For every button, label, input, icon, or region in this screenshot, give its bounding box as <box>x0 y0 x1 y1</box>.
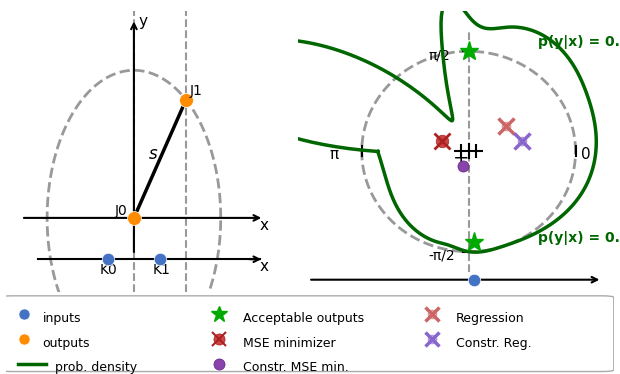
Text: Constr. Reg.: Constr. Reg. <box>456 337 531 350</box>
Text: +: + <box>453 149 469 168</box>
Text: outputs: outputs <box>43 337 90 350</box>
Text: -π/2: -π/2 <box>428 249 454 263</box>
Text: s: s <box>149 145 157 163</box>
Text: K0: K0 <box>99 263 117 277</box>
Text: prob. density: prob. density <box>55 361 137 374</box>
Text: x: x <box>260 259 269 274</box>
Text: 0: 0 <box>581 147 590 162</box>
Text: inputs: inputs <box>43 312 81 325</box>
Text: p(y|x) = 0.67: p(y|x) = 0.67 <box>538 35 620 49</box>
Text: Acceptable outputs: Acceptable outputs <box>243 312 365 325</box>
Text: Regression: Regression <box>456 312 525 325</box>
Text: K1: K1 <box>153 263 171 277</box>
Text: π/2: π/2 <box>428 48 450 62</box>
Text: x: x <box>260 218 269 233</box>
Text: Constr. MSE min.: Constr. MSE min. <box>243 361 349 374</box>
Text: y: y <box>138 14 148 29</box>
Text: p(y|x) = 0.33: p(y|x) = 0.33 <box>538 231 620 245</box>
Text: J0: J0 <box>115 204 128 218</box>
Text: J1: J1 <box>190 85 202 98</box>
FancyBboxPatch shape <box>0 296 614 371</box>
Text: MSE minimizer: MSE minimizer <box>243 337 336 350</box>
Text: π: π <box>330 147 339 162</box>
